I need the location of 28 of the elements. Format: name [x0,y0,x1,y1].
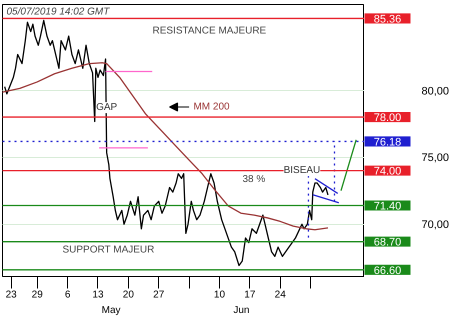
annotation: BISEAU [284,165,320,176]
x-tick-label: 29 [32,290,44,300]
annotation: 38 % [242,174,266,185]
x-tick-label: 13 [92,290,104,300]
ref-line-label: 74.00 [374,166,402,178]
ref-line-label: 66.60 [374,264,402,277]
ref-line-label: 71.40 [374,200,402,212]
ref-line-label: 68.70 [374,236,402,249]
x-tick-label: 17 [244,290,256,300]
x-tick-label: 27 [153,290,165,300]
annotation: RESISTANCE MAJEURE [152,26,267,37]
x-tick-label: 6 [64,290,71,300]
ref-line-label: 78.00 [374,112,402,124]
x-tick-label: 10 [214,290,226,300]
x-tick-label: 24 [274,290,286,300]
text: Jun [233,305,250,316]
x-tick-label: 20 [122,290,134,300]
y-tick-label: 80,00 [422,85,450,98]
annotation: 05/07/2019 14:02 GMT [6,6,110,18]
annotation: GAP [96,102,118,114]
ref-line-label: 76.18 [374,136,402,148]
y-tick-label: 75,00 [422,152,450,164]
text: MM 200 [193,102,230,112]
y-tick-label: 70,00 [422,219,450,232]
ref-line-label: 85.36 [374,13,402,26]
x-tick-label: 23 [6,290,18,300]
annotation: SUPPORT MAJEUR [62,244,154,256]
text: May [102,305,121,316]
